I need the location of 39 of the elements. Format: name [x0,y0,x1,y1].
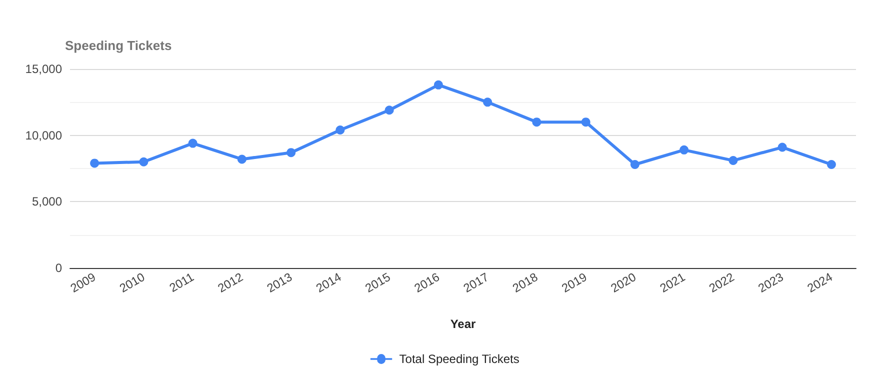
x-axis-title: Year [450,317,476,331]
chart-title: Speeding Tickets [65,38,172,53]
x-tick-label: 2020 [608,270,639,296]
point [237,154,246,164]
x-tick-label: 2024 [804,270,836,296]
point [139,157,148,166]
point [384,106,394,115]
x-tick-label: 2016 [412,270,442,296]
x-tick-label: 2012 [215,270,246,296]
legend-label: Total Speeding Tickets [399,352,520,366]
x-tick-label: 2010 [117,270,148,296]
x-tick-label: 2014 [314,270,344,296]
x-tick-label: 2023 [756,270,786,296]
y-tick-label: 5,000 [32,194,62,209]
point [581,118,590,127]
x-tick-label: 2017 [460,270,492,296]
y-tick-label: 15,000 [25,62,62,76]
point [434,80,443,90]
x-tick-label: 2011 [166,270,197,295]
point [728,156,738,166]
x-tick-label: 2013 [264,270,295,296]
point [532,118,542,127]
point [826,160,836,170]
x-tick-label: 2009 [68,270,98,296]
x-tick-label: 2021 [657,270,688,296]
point [286,148,296,158]
point [630,160,640,170]
y-tick-label: 0 [55,261,62,275]
point [188,138,198,148]
point [483,98,492,107]
point [680,145,689,154]
x-tick-label: 2022 [706,270,737,296]
point [90,158,100,168]
point [778,142,787,152]
y-tick-label: 10,000 [25,128,62,142]
x-tick-label: 2019 [559,270,590,296]
point [336,126,345,135]
x-tick-label: 2015 [362,270,394,296]
x-tick-label: 2018 [510,270,540,296]
